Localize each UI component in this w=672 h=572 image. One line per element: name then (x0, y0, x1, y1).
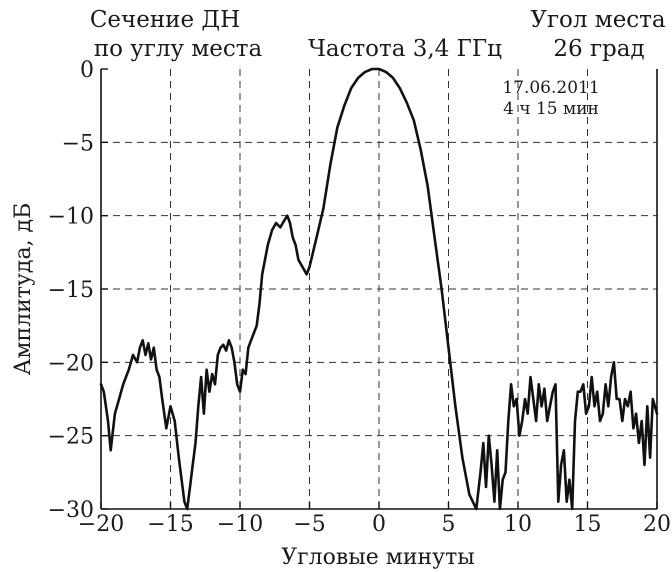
x-tick-label-8: 20 (643, 512, 671, 537)
y-tick-label-3: −15 (48, 278, 94, 303)
y-tick-label-5: −25 (48, 425, 94, 450)
annotation-time: 4 ч 15 мин (503, 99, 599, 119)
title-right-line-1: Угол места (530, 7, 666, 33)
x-axis-label: Угловые минуты (281, 545, 475, 570)
x-tick-label-5: 5 (442, 512, 456, 537)
annotation-date: 17.06.2011 (502, 78, 599, 98)
series-line-0 (99, 67, 659, 511)
axes (100, 68, 658, 510)
x-tick-label-2: −10 (217, 512, 263, 537)
y-axis-label: Амплитуда, дБ (11, 203, 36, 376)
title-center: Частота 3,4 ГГц (308, 36, 502, 62)
x-tick-label-4: 0 (372, 512, 386, 537)
title-right-line-2: 26 град (553, 36, 644, 62)
series-layer (99, 67, 659, 511)
tick-labels: −20 −15 −10 −5 0 5 10 15 20 0 −5 −10 −15 −20 −25 −30 (48, 58, 671, 537)
x-tick-label-3: −5 (293, 512, 325, 537)
y-tick-label-6: −30 (48, 498, 94, 523)
y-tick-label-4: −20 (48, 351, 94, 376)
title-left-line-1: Сечение ДН (90, 7, 240, 33)
y-tick-label-0: 0 (80, 58, 94, 83)
y-tick-label-2: −10 (48, 205, 94, 230)
x-tick-label-1: −15 (147, 512, 193, 537)
x-tick-label-6: 10 (504, 512, 532, 537)
x-tick-label-0: −20 (78, 512, 124, 537)
title-left-line-2: по углу места (94, 36, 263, 62)
x-tick-label-7: 15 (574, 512, 602, 537)
grid (101, 69, 657, 509)
y-tick-label-1: −5 (62, 131, 94, 156)
